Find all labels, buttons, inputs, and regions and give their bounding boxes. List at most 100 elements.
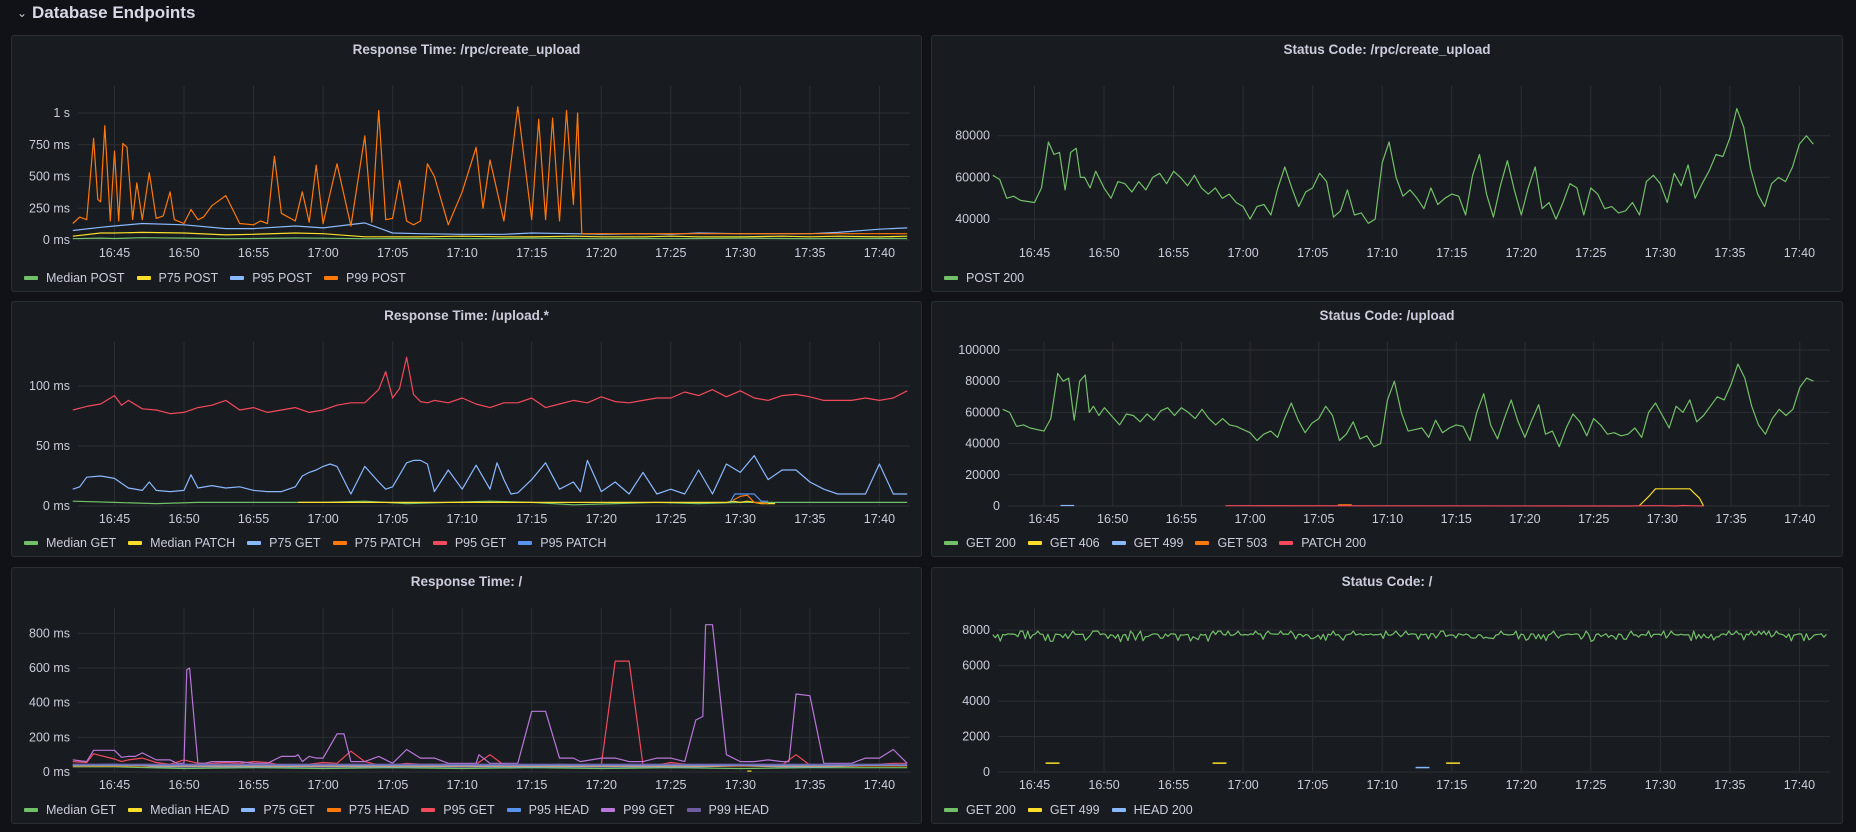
series-get-200[interactable]: [1002, 363, 1814, 448]
y-tick-label: 40000: [955, 212, 990, 226]
y-tick-label: 8000: [962, 623, 990, 637]
y-tick-label: 0: [983, 765, 990, 779]
legend-item[interactable]: Median GET: [24, 803, 116, 817]
x-tick-label: 16:45: [1019, 246, 1050, 260]
y-tick-label: 500 ms: [29, 170, 70, 184]
series-median-post[interactable]: [72, 237, 908, 240]
chart-plot[interactable]: 16:45 16:50 16:55 17:00 17:05 17:10 17:15 17:20…: [932, 568, 1844, 825]
series-p95-get[interactable]: [72, 660, 908, 766]
x-tick-label: 17:25: [1575, 246, 1606, 260]
x-tick-label: 17:40: [864, 246, 895, 260]
legend-item[interactable]: GET 503: [1195, 536, 1267, 550]
panel-response-time-rpc-create-upload[interactable]: Response Time: /rpc/create_upload 16:45 16…: [11, 35, 922, 292]
legend-swatch-icon: [421, 808, 436, 812]
legend-item[interactable]: P95 GET: [432, 536, 506, 550]
y-tick-label: 200 ms: [29, 730, 70, 744]
series-p95-patch[interactable]: [730, 493, 769, 502]
legend-item[interactable]: Median PATCH: [128, 536, 235, 550]
panel-title[interactable]: Status Code: /rpc/create_upload: [1283, 42, 1491, 57]
series-p75-get[interactable]: [72, 763, 908, 768]
panel-response-time[interactable]: Response Time: / 16:45 16:50 16:55 17:00 17:0…: [11, 567, 922, 824]
chart-plot[interactable]: 16:45 16:50 16:55 17:00 17:05 17:10 17:15 17:20…: [12, 36, 923, 293]
x-tick-label: 16:50: [168, 512, 199, 526]
legend-label: GET 499: [1049, 803, 1100, 817]
legend-item[interactable]: P75 POST: [136, 271, 219, 285]
legend-item[interactable]: P95 POST: [230, 271, 312, 285]
legend-label: GET 200: [966, 803, 1016, 817]
x-tick-label: 17:00: [1227, 778, 1258, 792]
series-p95-post[interactable]: [72, 222, 908, 235]
chevron-down-icon[interactable]: ⌄: [16, 6, 28, 20]
legend-item[interactable]: P95 GET: [421, 803, 495, 817]
panel-status-code[interactable]: Status Code: /16:45 16:50 16:55 17:00 17:05 1…: [931, 567, 1843, 824]
y-tick-label: 400 ms: [29, 696, 70, 710]
legend-item[interactable]: GET 499: [1027, 803, 1100, 817]
legend-item[interactable]: GET 499: [1111, 536, 1183, 550]
legend-item[interactable]: PATCH 200: [1279, 536, 1366, 550]
legend-swatch-icon: [432, 541, 447, 545]
x-tick-label: 16:50: [168, 246, 199, 260]
series-p75-get[interactable]: [72, 455, 908, 495]
legend-item[interactable]: POST 200: [944, 271, 1024, 285]
series-get-200[interactable]: [992, 630, 1827, 643]
legend-swatch-icon: [518, 541, 533, 545]
legend-item[interactable]: GET 200: [944, 803, 1016, 817]
legend-item[interactable]: P99 GET: [601, 803, 675, 817]
panel-status-code-rpc-create-upload[interactable]: Status Code: /rpc/create_upload 16:45 16:5…: [931, 35, 1843, 292]
legend-item[interactable]: P75 GET: [241, 803, 315, 817]
legend-item[interactable]: GET 406: [1027, 536, 1100, 550]
x-tick-label: 17:25: [655, 246, 686, 260]
panel-title[interactable]: Response Time: /rpc/create_upload: [352, 42, 581, 57]
panel-response-time-upload[interactable]: Response Time: /upload.* 16:45 16:50 16:55 1…: [11, 301, 922, 557]
legend-item[interactable]: P99 HEAD: [686, 803, 769, 817]
series-median-get[interactable]: [72, 766, 908, 770]
series-patch-200[interactable]: [1225, 504, 1704, 507]
legend-item[interactable]: Median GET: [24, 536, 116, 550]
y-tick-label: 40000: [965, 437, 1000, 451]
panel-title[interactable]: Response Time: /upload.*: [384, 308, 549, 323]
x-tick-label: 17:20: [1506, 246, 1537, 260]
legend-item[interactable]: GET 200: [944, 536, 1016, 550]
legend-item[interactable]: P95 HEAD: [506, 803, 589, 817]
series-p99-post[interactable]: [72, 106, 908, 235]
panel-status-code-upload[interactable]: Status Code: /upload 16:45 16:50 16:55 17:00…: [931, 301, 1843, 557]
legend-item[interactable]: P99 POST: [324, 271, 406, 285]
series-p95-get[interactable]: [72, 356, 908, 415]
legend-item[interactable]: Median POST: [24, 271, 125, 285]
series-p99-get[interactable]: [72, 624, 908, 764]
series-median-get[interactable]: [72, 500, 908, 506]
legend-item[interactable]: P75 HEAD: [326, 803, 409, 817]
legend-swatch-icon: [1111, 541, 1126, 545]
series-p75-post[interactable]: [72, 231, 908, 238]
x-tick-label: 17:20: [1509, 512, 1540, 526]
y-tick-label: 100000: [958, 343, 1000, 357]
chart-plot[interactable]: 16:45 16:50 16:55 17:00 17:05 17:10 17:15 17:20…: [12, 302, 923, 558]
panel-title[interactable]: Status Code: /upload: [1319, 308, 1455, 323]
series-p75-patch[interactable]: [733, 494, 769, 505]
series-post-200[interactable]: [992, 107, 1814, 224]
x-tick-label: 17:00: [307, 246, 338, 260]
y-tick-label: 0 ms: [43, 233, 70, 247]
x-tick-label: 17:40: [1784, 246, 1815, 260]
series-get-406[interactable]: [1638, 488, 1705, 507]
row-header-database-endpoints[interactable]: ⌄ Database Endpoints: [16, 0, 195, 26]
legend-item[interactable]: P75 GET: [247, 536, 321, 550]
x-tick-label: 17:30: [1645, 246, 1676, 260]
legend-label: PATCH 200: [1301, 536, 1367, 550]
legend-item[interactable]: P95 PATCH: [518, 536, 606, 550]
legend-item[interactable]: HEAD 200: [1111, 803, 1193, 817]
panel-title[interactable]: Status Code: /: [1341, 574, 1433, 589]
x-tick-label: 17:10: [1367, 246, 1398, 260]
panel-title[interactable]: Response Time: /: [410, 574, 523, 589]
y-tick-label: 60000: [955, 170, 990, 184]
legend-item[interactable]: Median HEAD: [128, 803, 229, 817]
legend-label: Median PATCH: [150, 536, 236, 550]
legend-label: P75 POST: [158, 271, 219, 285]
chart-plot[interactable]: 16:45 16:50 16:55 17:00 17:05 17:10 17:15 17:20…: [932, 36, 1844, 293]
x-tick-label: 17:35: [1715, 512, 1746, 526]
chart-plot[interactable]: 16:45 16:50 16:55 17:00 17:05 17:10 17:15 17:20…: [932, 302, 1844, 558]
x-tick-label: 16:55: [1166, 512, 1197, 526]
chart-plot[interactable]: 16:45 16:50 16:55 17:00 17:05 17:10 17:15 17:20…: [12, 568, 923, 825]
legend-item[interactable]: P75 PATCH: [332, 536, 421, 550]
chart-legend: Median GET Median PATCH P75 GET P75 PATCH P9…: [24, 536, 606, 550]
